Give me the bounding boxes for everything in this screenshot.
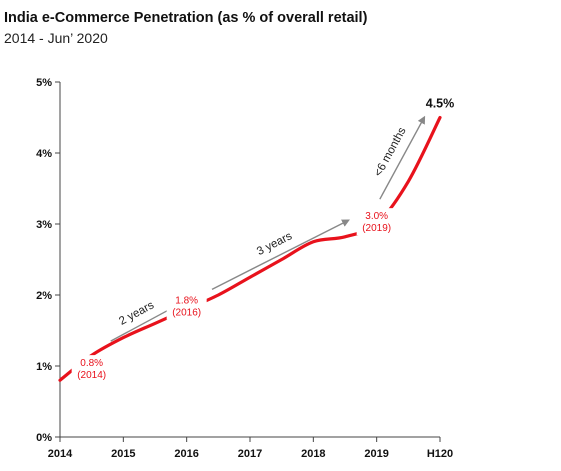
y-tick-label: 5% [36, 77, 52, 89]
data-label: 1.8% [175, 296, 198, 307]
x-tick-label: 2016 [174, 448, 198, 460]
data-label-period: (2014) [77, 370, 106, 381]
data-label-period: (2016) [172, 308, 201, 319]
y-tick-label: 1% [36, 361, 52, 373]
x-tick-label: H120 [427, 448, 453, 460]
x-tick-label: 2018 [301, 448, 325, 460]
data-label-period: (2019) [362, 223, 391, 234]
data-label: 3.0% [365, 211, 388, 222]
y-tick-label: 3% [36, 219, 52, 231]
growth-arrow [110, 306, 176, 342]
data-label: 4.5% [426, 97, 455, 111]
x-tick-label: 2019 [364, 448, 388, 460]
growth-arrow [379, 115, 426, 200]
x-tick-label: 2014 [48, 448, 73, 460]
data-label-background [71, 355, 112, 383]
data-label-background [356, 208, 397, 236]
growth-arrow [211, 219, 350, 290]
chart-subtitle: 2014 - Jun’ 2020 [4, 30, 108, 46]
data-label: 0.8% [80, 358, 103, 369]
y-tick-label: 4% [36, 148, 52, 160]
y-tick-label: 0% [36, 432, 52, 444]
chart-title: India e-Commerce Penetration (as % of ov… [4, 10, 368, 26]
growth-arrow-label: 2 years [117, 299, 156, 328]
x-tick-label: 2015 [111, 448, 135, 460]
data-label-background [166, 292, 207, 320]
x-tick-label: 2017 [238, 448, 262, 460]
growth-arrow-label: <6 months [372, 125, 408, 178]
y-tick-label: 2% [36, 290, 52, 302]
